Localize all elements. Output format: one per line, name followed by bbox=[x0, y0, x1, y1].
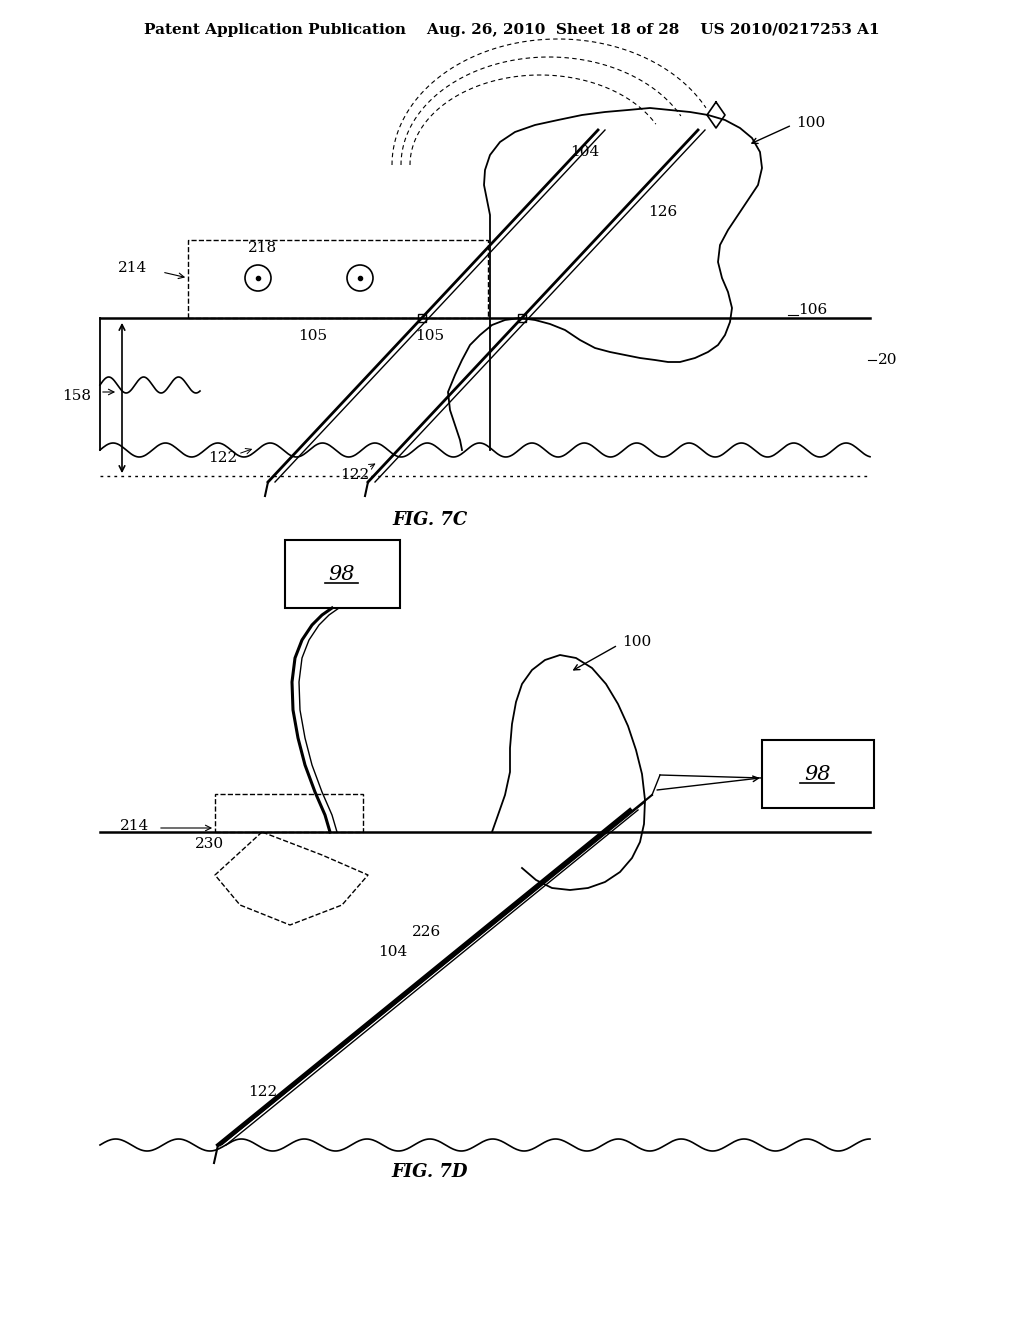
Text: 230: 230 bbox=[195, 837, 224, 851]
Text: 126: 126 bbox=[648, 205, 677, 219]
Text: 122: 122 bbox=[248, 1085, 278, 1100]
Text: 226: 226 bbox=[412, 925, 441, 939]
Text: 20: 20 bbox=[878, 352, 897, 367]
Text: 122: 122 bbox=[340, 469, 370, 482]
Text: 218: 218 bbox=[248, 242, 278, 255]
Bar bbox=[215, 795, 362, 832]
Text: 104: 104 bbox=[378, 945, 408, 960]
Bar bbox=[762, 741, 874, 808]
Bar bbox=[418, 314, 426, 322]
Text: 100: 100 bbox=[622, 635, 651, 649]
Text: 98: 98 bbox=[805, 764, 831, 784]
Text: FIG. 7D: FIG. 7D bbox=[392, 1163, 468, 1181]
Bar bbox=[285, 540, 400, 609]
Text: 100: 100 bbox=[796, 116, 825, 129]
Text: 105: 105 bbox=[415, 329, 444, 343]
Text: 122: 122 bbox=[208, 451, 238, 465]
Text: 98: 98 bbox=[329, 565, 355, 583]
Text: 106: 106 bbox=[798, 304, 827, 317]
Text: FIG. 7C: FIG. 7C bbox=[392, 511, 468, 529]
Text: 214: 214 bbox=[118, 261, 147, 275]
Bar bbox=[188, 240, 488, 318]
Text: 104: 104 bbox=[570, 145, 599, 158]
Text: Patent Application Publication    Aug. 26, 2010  Sheet 18 of 28    US 2010/02172: Patent Application Publication Aug. 26, … bbox=[144, 22, 880, 37]
Bar bbox=[518, 314, 525, 322]
Text: 158: 158 bbox=[62, 389, 91, 403]
Text: 105: 105 bbox=[298, 329, 327, 343]
Text: 214: 214 bbox=[120, 818, 150, 833]
